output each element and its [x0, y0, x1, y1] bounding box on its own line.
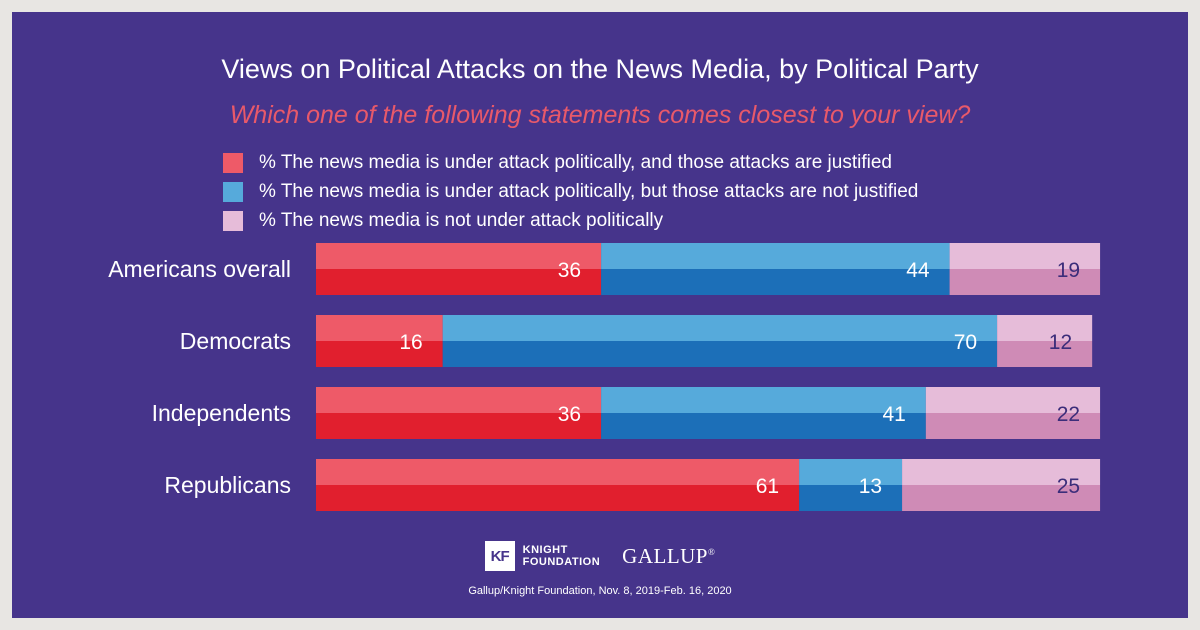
bar-independents-not-justified-top	[601, 387, 926, 413]
chart-panel: Views on Political Attacks on the News M…	[12, 12, 1188, 618]
gallup-logo: GALLUP®	[622, 544, 715, 569]
bar-republicans-not-under-attack-top	[902, 459, 1101, 485]
value-label-americans-overall-justified: 36	[558, 259, 581, 282]
gallup-wordmark: GALLUP	[622, 543, 708, 568]
bar-republicans-justified	[316, 485, 800, 511]
bar-americans-overall-not-under-attack	[949, 269, 1101, 295]
bar-independents-not-under-attack-top	[925, 387, 1101, 413]
value-label-independents-not-justified: 41	[882, 403, 905, 426]
bar-democrats-justified-top	[316, 315, 443, 341]
bar-democrats-not-justified	[442, 341, 998, 367]
logos: KF KNIGHT FOUNDATION GALLUP®	[12, 539, 1188, 573]
bar-republicans-not-under-attack	[902, 485, 1101, 511]
legend-label-not-under-attack: % The news media is not under attack pol…	[259, 210, 664, 231]
bar-chart: Americans overall 36 44 19 Democrats 16 70 12 In…	[108, 243, 1101, 511]
value-label-democrats-not-justified: 70	[954, 331, 977, 354]
bar-republicans-justified-top	[316, 459, 800, 485]
value-label-americans-overall-not-justified: 44	[906, 259, 930, 282]
chart-title: Views on Political Attacks on the News M…	[221, 54, 979, 84]
chart-subtitle: Which one of the following statements co…	[229, 101, 971, 129]
value-label-republicans-justified: 61	[756, 475, 779, 498]
category-label-americans-overall: Americans overall	[108, 256, 291, 282]
legend-swatch-justified	[223, 153, 243, 173]
knight-wordmark-line2: FOUNDATION	[522, 556, 601, 568]
bar-americans-overall-justified-top	[316, 243, 602, 269]
gallup-registered-mark: ®	[708, 546, 716, 557]
bar-independents-justified-top	[316, 387, 602, 413]
legend-label-justified: % The news media is under attack politic…	[259, 152, 892, 173]
legend-label-not-justified: % The news media is under attack politic…	[259, 181, 919, 202]
category-label-independents: Independents	[152, 400, 291, 426]
category-label-republicans: Republicans	[164, 472, 291, 498]
legend-item-justified: % The news media is under attack politic…	[223, 152, 892, 174]
legend-item-not-justified: % The news media is under attack politic…	[223, 181, 918, 203]
bar-independents-not-under-attack	[925, 413, 1101, 439]
value-label-independents-justified: 36	[558, 403, 581, 426]
bar-independents-justified	[316, 413, 602, 439]
bar-americans-overall-justified	[316, 269, 602, 295]
value-label-republicans-not-justified: 13	[859, 475, 882, 498]
source-note: Gallup/Knight Foundation, Nov. 8, 2019-F…	[468, 585, 732, 597]
value-label-democrats-not-under-attack: 12	[1049, 331, 1072, 354]
value-label-democrats-justified: 16	[399, 331, 422, 354]
bar-democrats-not-justified-top	[442, 315, 998, 341]
bar-republicans-not-justified	[799, 485, 903, 511]
legend-item-not-under-attack: % The news media is not under attack pol…	[223, 210, 663, 232]
legend-swatch-not-under-attack	[223, 211, 243, 231]
bar-americans-overall-not-justified	[601, 269, 950, 295]
knight-foundation-logo: KF	[484, 541, 515, 571]
bar-independents-not-justified	[601, 413, 926, 439]
knight-foundation-wordmark: KNIGHT FOUNDATION	[523, 544, 601, 568]
value-label-independents-not-under-attack: 22	[1057, 403, 1080, 426]
legend-swatch-not-justified	[223, 182, 243, 202]
value-label-americans-overall-not-under-attack: 19	[1057, 259, 1080, 282]
category-label-democrats: Democrats	[180, 328, 291, 354]
value-label-republicans-not-under-attack: 25	[1057, 475, 1080, 498]
bar-americans-overall-not-under-attack-top	[949, 243, 1101, 269]
bar-americans-overall-not-justified-top	[601, 243, 950, 269]
bar-democrats-not-under-attack-top	[997, 315, 1093, 341]
bar-republicans-not-justified-top	[799, 459, 903, 485]
knight-wordmark-line1: KNIGHT	[522, 544, 568, 556]
bar-democrats-justified	[316, 341, 443, 367]
bar-democrats-not-under-attack	[997, 341, 1093, 367]
